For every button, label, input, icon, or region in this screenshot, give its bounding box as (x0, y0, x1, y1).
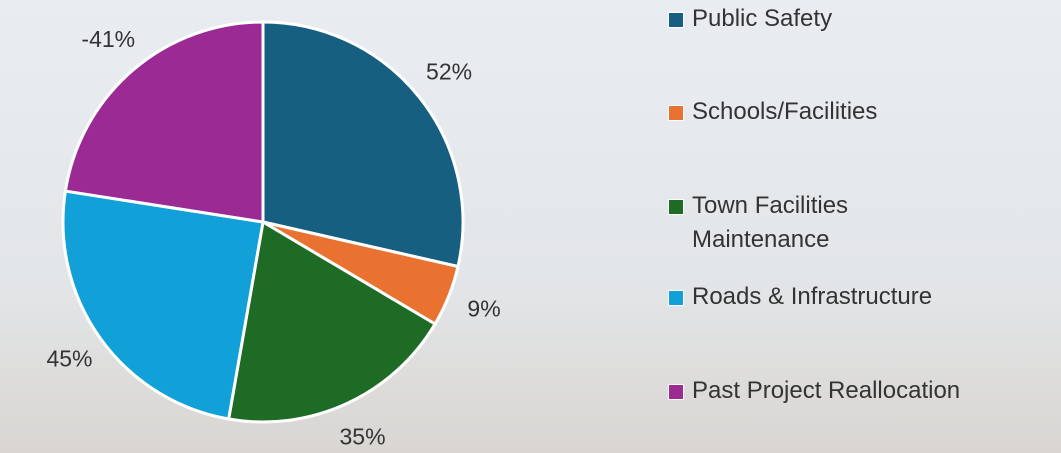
data-label: 35% (340, 423, 386, 449)
legend-label: Roads & Infrastructure (692, 280, 932, 314)
legend-item: Past Project Reallocation (664, 374, 960, 408)
legend-label: Schools/Facilities (692, 95, 877, 129)
legend-item: Public Safety (664, 2, 832, 36)
legend-swatch (668, 105, 684, 121)
legend-swatch (668, 290, 684, 306)
chart: 52% 9% 35% 45% -41% (0, 0, 660, 453)
legend-swatch (668, 12, 684, 28)
page: 52% 9% 35% 45% -41% Public Safety Schools/Fac… (0, 0, 1061, 453)
legend-item: Schools/Facilities (664, 95, 877, 129)
legend-label: Past Project Reallocation (692, 374, 960, 408)
legend-label: Town Facilities Maintenance (692, 189, 922, 257)
pie-slice (63, 191, 263, 419)
legend-item: Town Facilities Maintenance (664, 189, 922, 257)
legend-label: Public Safety (692, 2, 832, 36)
data-label: -41% (81, 26, 135, 52)
data-label: 9% (467, 295, 500, 321)
data-label: 52% (426, 59, 472, 85)
legend-item: Roads & Infrastructure (664, 280, 932, 314)
legend-swatch (668, 384, 684, 400)
legend-swatch (668, 199, 684, 215)
data-label: 45% (46, 346, 92, 372)
legend: Public Safety Schools/Facilities Town Faci… (664, 0, 1061, 453)
